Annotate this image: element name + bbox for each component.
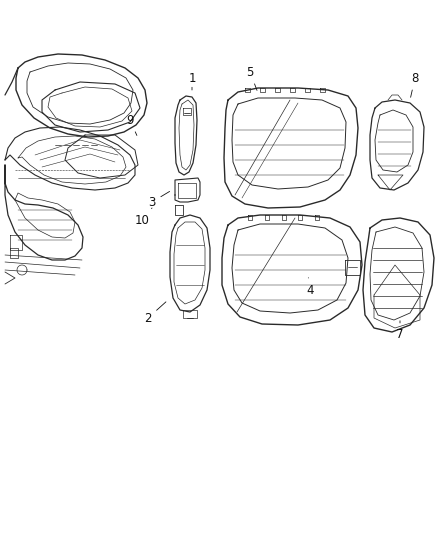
Text: 8: 8 [410, 71, 419, 98]
Text: 9: 9 [126, 114, 137, 135]
Text: 3: 3 [148, 191, 170, 208]
Text: 2: 2 [144, 302, 166, 325]
Text: 4: 4 [306, 278, 314, 296]
Text: 5: 5 [246, 66, 257, 91]
Text: 7: 7 [396, 321, 404, 342]
Text: 10: 10 [134, 208, 152, 227]
Text: 1: 1 [188, 71, 196, 90]
